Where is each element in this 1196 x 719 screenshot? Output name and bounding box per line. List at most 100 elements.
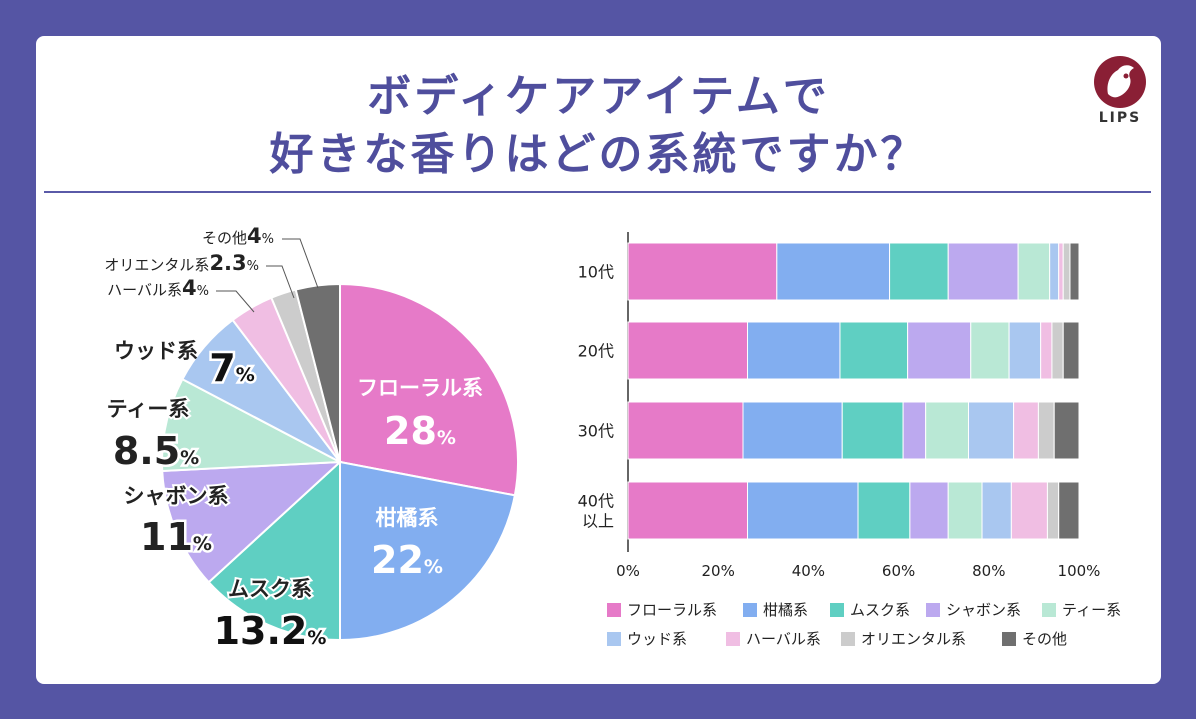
pie-label-7: ハーバル系4% <box>107 276 255 313</box>
bar-segment <box>947 481 983 540</box>
pie-label-value: 7% <box>209 346 255 390</box>
legend-item: シャボン系 <box>926 601 1021 619</box>
bar-segment <box>947 242 1019 301</box>
pie-label-1: フローラル系 28% <box>357 376 483 453</box>
bar-segment <box>1053 401 1080 460</box>
legend-swatch <box>926 603 940 617</box>
bar-segment <box>1046 481 1060 540</box>
bar-segment <box>1008 321 1042 380</box>
legend-label: その他 <box>1022 630 1067 648</box>
bar-x-tick-label: 0% <box>616 562 640 580</box>
bar-segment <box>627 242 778 301</box>
pie-label-2: 柑橘系 22% <box>371 506 443 582</box>
bar-segment <box>1037 401 1055 460</box>
bar-segment <box>776 242 891 301</box>
charts-area: フローラル系 28% 柑橘系 22% ムスク系 13.2% シャボン系 11% ティー系 8.5%… <box>104 224 1121 656</box>
legend-swatch <box>607 632 621 646</box>
bar-segment <box>839 321 909 380</box>
bar-segment <box>857 481 911 540</box>
legend-swatch <box>841 632 855 646</box>
legend-label: ウッド系 <box>627 630 687 648</box>
legend-swatch <box>743 603 757 617</box>
bar-segment <box>1049 242 1060 301</box>
pie-label-3: ムスク系 13.2% <box>211 575 329 656</box>
bar-segment <box>970 321 1010 380</box>
bar-x-tick-label: 40% <box>792 562 825 580</box>
pie-slice-5 <box>161 377 344 472</box>
pie-label-value: 13.2% <box>214 609 327 653</box>
legend-item: ティー系 <box>1042 601 1121 619</box>
lips-logo-icon <box>1094 56 1146 108</box>
pie-leader-line <box>216 290 255 313</box>
pie-callout-text: ハーバル系4% <box>107 276 209 300</box>
bar-segment <box>627 321 749 380</box>
pie-label-name: フローラル系 <box>357 376 483 400</box>
pie-slice-4 <box>161 460 343 584</box>
bar-segment <box>968 401 1015 460</box>
bar-x-tick-label: 20% <box>702 562 735 580</box>
bar-segment <box>841 401 904 460</box>
legend-item: フローラル系 <box>607 601 717 619</box>
legend-swatch <box>1002 632 1016 646</box>
pie-label-value: 22% <box>371 538 443 582</box>
legend-label: ティー系 <box>1062 601 1121 619</box>
pie-leader-line <box>282 238 319 289</box>
legend-label: 柑橘系 <box>763 601 808 619</box>
legend-item: オリエンタル系 <box>841 630 966 648</box>
bar-category-label: 20代 <box>578 342 614 361</box>
bar-x-tick-label: 60% <box>882 562 915 580</box>
legend-label: ムスク系 <box>850 601 910 619</box>
pie-label-name: 柑橘系 <box>376 506 439 530</box>
bar-segment <box>909 481 949 540</box>
bar-segment <box>1062 242 1071 301</box>
legend-swatch <box>1042 603 1056 617</box>
legend-label: ハーバル系 <box>746 630 821 648</box>
pie-label-value: 11% <box>140 515 212 559</box>
bar-segment <box>1062 321 1080 380</box>
pie-label-name: ティー系 <box>107 397 190 421</box>
bar-category-label: 40代以上 <box>578 492 614 531</box>
pie-label-name: シャボン系 <box>124 484 229 508</box>
bar-segment <box>889 242 949 301</box>
bar-segment <box>925 401 970 460</box>
legend-label: シャボン系 <box>946 601 1021 619</box>
pie-slice-9 <box>294 282 341 463</box>
title-line-2: 好きな香りはどの系統ですか？ <box>269 129 928 180</box>
bar-segment <box>627 481 749 540</box>
pie-label-4: シャボン系 11% <box>122 482 231 562</box>
pie-label-8: オリエンタル系2.3% <box>104 251 295 299</box>
bar-segment <box>747 481 859 540</box>
pie-callout-text: その他4% <box>202 224 274 248</box>
legend-swatch <box>830 603 844 617</box>
bar-segment <box>1040 321 1053 380</box>
bar-category-label: 10代 <box>578 263 614 282</box>
pie-slice-1 <box>339 282 519 497</box>
legend-swatch <box>726 632 740 646</box>
bar-segment <box>747 321 841 380</box>
legend-item: ハーバル系 <box>726 630 821 648</box>
pie-label-name: ウッド系 <box>114 339 198 363</box>
pie-label-name: ムスク系 <box>228 577 312 601</box>
legend-item: ムスク系 <box>830 601 910 619</box>
bar-segment <box>742 401 843 460</box>
pie-callout-text: オリエンタル系2.3% <box>104 251 259 275</box>
bar-segment <box>1058 481 1080 540</box>
bar-x-tick-label: 100% <box>1058 562 1101 580</box>
bar-segment <box>1069 242 1080 301</box>
legend-item: その他 <box>1002 630 1067 648</box>
bar-segment <box>1051 321 1064 380</box>
legend-swatch <box>607 603 621 617</box>
bar-segment <box>907 321 972 380</box>
lips-logo-text: LIPS <box>1098 110 1142 126</box>
bar-segment <box>1010 481 1048 540</box>
bar-segment <box>902 401 927 460</box>
bar-segment <box>981 481 1012 540</box>
infographic-card: ボディケアアイテムで 好きな香りはどの系統ですか？ LIPS フローラル系 28%… <box>36 36 1161 684</box>
bar-category-label: 30代 <box>578 422 614 441</box>
bar-segment <box>1017 242 1051 301</box>
pie-slice-2 <box>339 460 517 642</box>
title-divider <box>44 191 1151 193</box>
pie-leader-line <box>266 265 295 299</box>
legend-label: フローラル系 <box>627 601 717 619</box>
lips-logo: LIPS <box>1086 54 1154 130</box>
